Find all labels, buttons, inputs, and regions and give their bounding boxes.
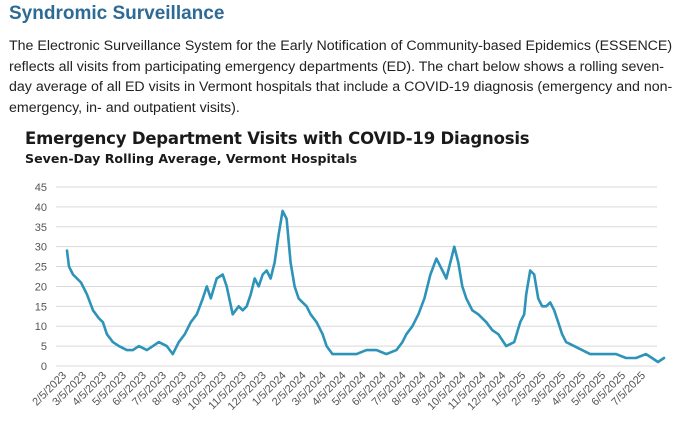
y-tick-label: 5 <box>41 341 47 353</box>
section-description: The Electronic Surveillance System for t… <box>9 38 673 116</box>
y-tick-label: 15 <box>35 301 47 313</box>
y-tick-label: 20 <box>35 281 47 293</box>
chart-subtitle: Seven-Day Rolling Average, Vermont Hospi… <box>25 151 358 166</box>
y-tick-label: 45 <box>35 182 47 194</box>
section-heading: Syndromic Surveillance <box>9 3 225 24</box>
series-line <box>65 209 666 364</box>
chart-title: Emergency Department Visits with COVID-1… <box>25 129 530 148</box>
y-tick-label: 25 <box>35 262 47 274</box>
y-tick-label: 30 <box>35 242 47 254</box>
y-tick-label: 0 <box>41 361 47 373</box>
y-tick-label: 35 <box>35 222 47 234</box>
y-tick-label: 40 <box>35 202 47 214</box>
y-tick-label: 10 <box>35 321 47 333</box>
